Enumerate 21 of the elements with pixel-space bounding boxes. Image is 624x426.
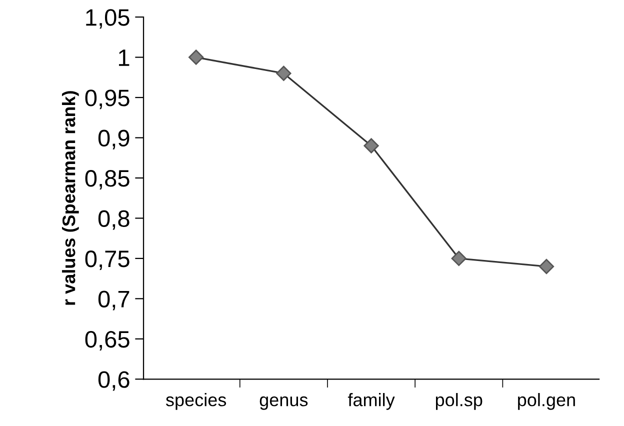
y-tick-label: 0,85 bbox=[85, 170, 130, 190]
y-tick-label: 0,65 bbox=[85, 330, 130, 350]
point bbox=[364, 138, 379, 154]
y-tick-label: 0,95 bbox=[85, 90, 130, 110]
y-axis-title: r values (Spearman rank) bbox=[62, 91, 79, 305]
y-tick-label: 0,75 bbox=[85, 250, 130, 270]
x-tick-label: pol.sp bbox=[436, 393, 482, 410]
point bbox=[276, 66, 292, 81]
x-tick-label: family bbox=[348, 393, 395, 410]
x-tick-label: pol.gen bbox=[518, 393, 575, 410]
x-tick-label: species bbox=[166, 393, 226, 410]
y-tick-label: 0,7 bbox=[98, 290, 130, 310]
y-tick-label: 0,6 bbox=[98, 371, 130, 391]
point bbox=[538, 258, 554, 274]
y-tick-label: 0,9 bbox=[98, 130, 130, 150]
y-tick-label: 0,8 bbox=[98, 210, 130, 230]
x-tick-label: genus bbox=[260, 396, 308, 410]
y-tick-label: 1 bbox=[118, 50, 130, 66]
y-tick-label: 1,05 bbox=[86, 9, 130, 29]
point bbox=[451, 250, 466, 266]
point bbox=[188, 50, 204, 65]
